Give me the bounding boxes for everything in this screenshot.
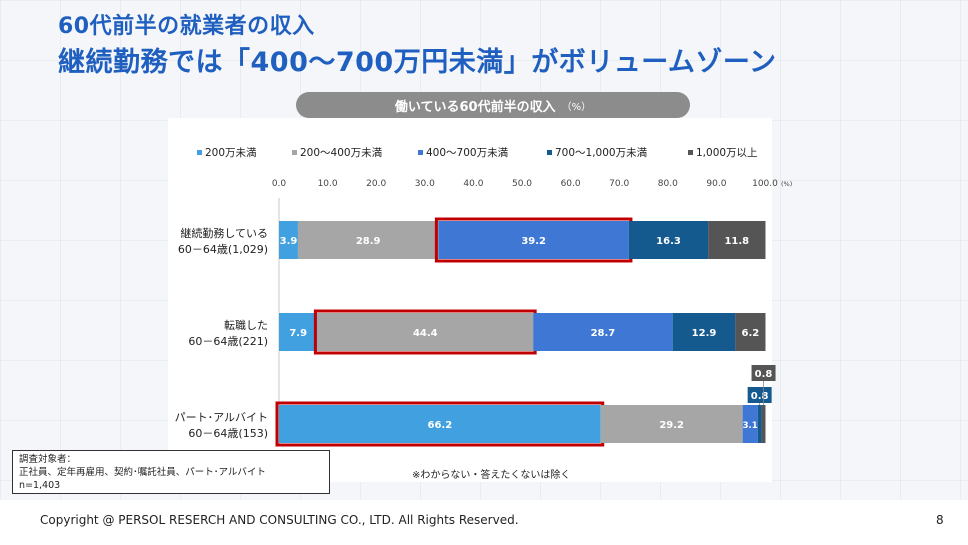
bar-segment <box>279 405 601 443</box>
callout-box <box>751 365 776 381</box>
legend-label: 1,000万以上 <box>696 147 758 159</box>
bar-segment <box>438 221 629 259</box>
survey-targets: 正社員、定年再雇用、契約･嘱託社員、パート･アルバイト <box>19 467 266 478</box>
bar-segment <box>297 221 439 259</box>
slide-headline: 継続勤務では「400～700万円未満」がボリュームゾーン <box>58 47 777 78</box>
data-label: 28.9 <box>356 236 381 247</box>
survey-label: 調査対象者： <box>19 454 77 465</box>
bar-segment <box>757 405 762 443</box>
survey-sample-size: n=1,403 <box>19 480 61 491</box>
bar-segment <box>279 313 318 351</box>
legend-swatch <box>418 150 423 155</box>
category-label: パート･アルバイト <box>175 411 268 424</box>
legend-label: 200万未満 <box>205 147 257 159</box>
legend-label: 400～700万未満 <box>426 147 509 159</box>
category-label: 60－64歳(221) <box>188 335 268 348</box>
data-label: 44.4 <box>413 328 438 339</box>
legend-swatch <box>292 150 297 155</box>
category-label: 60－64歳(153) <box>188 427 268 440</box>
bar-segment <box>742 405 758 443</box>
x-tick-label: 10.0 <box>318 179 338 189</box>
x-tick-label: 40.0 <box>463 179 483 189</box>
bar-segment <box>708 221 766 259</box>
data-label: 28.7 <box>591 328 616 339</box>
legend-swatch <box>197 150 202 155</box>
survey-note-box: 調査対象者： 正社員、定年再雇用、契約･嘱託社員、パート･アルバイト n=1,4… <box>12 450 330 494</box>
chart-title: 働いている60代前半の収入 <box>394 99 556 115</box>
data-label: 29.2 <box>659 420 684 431</box>
data-label: 0.8 <box>755 369 773 380</box>
category-label: 転職した <box>224 319 268 332</box>
data-label: 39.2 <box>521 236 546 247</box>
data-label: 3.9 <box>280 236 298 247</box>
legend-swatch <box>688 150 693 155</box>
chart-title-pill: 働いている60代前半の収入 （%） <box>296 92 690 118</box>
bar-segment <box>600 405 743 443</box>
data-label: 16.3 <box>656 236 681 247</box>
legend-label: 200～400万未満 <box>300 147 383 159</box>
x-tick-label: 90.0 <box>706 179 726 189</box>
x-tick-label: 50.0 <box>512 179 532 189</box>
bar-segment <box>628 221 709 259</box>
x-tick-label: 70.0 <box>609 179 629 189</box>
data-label: 11.8 <box>724 236 749 247</box>
x-tick-label: 0.0 <box>272 179 287 189</box>
slide-title: 60代前半の就業者の収入 <box>58 14 315 39</box>
category-label: 60－64歳(1,029) <box>178 243 268 256</box>
chart-note: ※わからない・答えたくないは除く <box>412 468 570 481</box>
copyright-text: Copyright @ PERSOL RESERCH AND CONSULTIN… <box>40 513 519 527</box>
bar-segment <box>279 221 298 259</box>
data-label: 7.9 <box>289 328 307 339</box>
page-number: 8 <box>936 513 944 527</box>
legend-label: 700～1,000万未満 <box>555 147 648 159</box>
data-label: 12.9 <box>692 328 717 339</box>
chart-title-unit: （%） <box>561 101 592 113</box>
x-tick-label: 100.0 <box>752 179 778 189</box>
x-tick-label: 30.0 <box>415 179 435 189</box>
data-label: 66.2 <box>428 420 453 431</box>
data-label: 0.8 <box>751 391 769 402</box>
x-tick-label: 80.0 <box>658 179 678 189</box>
x-tick-label: 60.0 <box>561 179 581 189</box>
data-label: 3.1 <box>743 421 758 431</box>
footer <box>0 500 968 545</box>
bar-segment <box>672 313 736 351</box>
bar-segment <box>533 313 673 351</box>
data-label: 6.2 <box>742 328 760 339</box>
x-axis-unit: (%) <box>781 180 792 188</box>
legend-swatch <box>547 150 552 155</box>
x-tick-label: 20.0 <box>366 179 386 189</box>
bar-segment <box>317 313 534 351</box>
bar-segment <box>761 405 766 443</box>
category-label: 継続勤務している <box>180 226 268 240</box>
callout-box <box>747 387 772 403</box>
bar-segment <box>735 313 766 351</box>
